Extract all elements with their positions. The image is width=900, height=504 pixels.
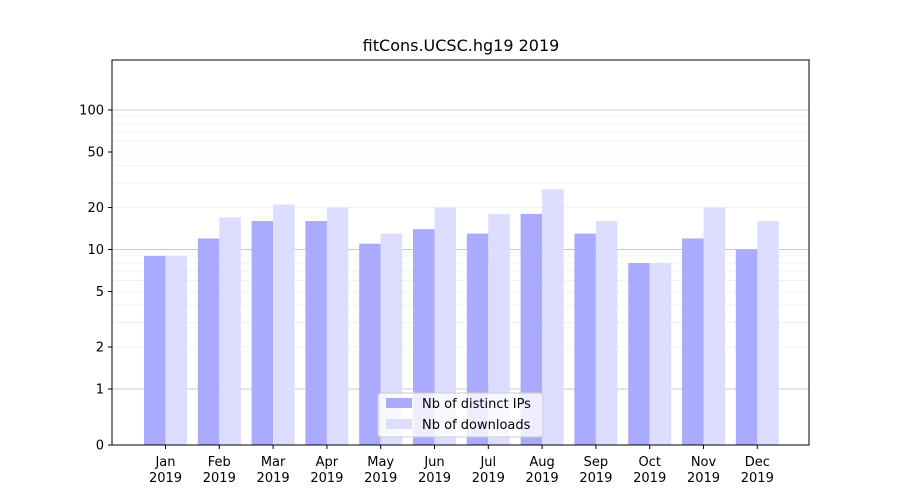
bar-distinct-ips: [466, 233, 489, 445]
x-tick-label-year: 2019: [741, 471, 774, 486]
x-tick-label-year: 2019: [310, 471, 343, 486]
bar-downloads: [219, 217, 241, 445]
x-tick-label-year: 2019: [364, 471, 397, 486]
x-tick-label-year: 2019: [257, 471, 290, 486]
x-tick-label-month: Dec: [745, 455, 770, 470]
chart-title: fitCons.UCSC.hg19 2019: [363, 36, 560, 55]
x-tick-label-year: 2019: [579, 471, 612, 486]
x-tick-label-year: 2019: [687, 471, 720, 486]
legend-swatch-downloads: [386, 419, 412, 429]
y-tick-label: 20: [87, 201, 104, 216]
bar-distinct-ips: [197, 238, 220, 445]
x-tick-label-month: Mar: [261, 455, 286, 470]
bar-distinct-ips: [628, 263, 650, 445]
plot-frame: [111, 59, 810, 446]
bar-distinct-ips: [305, 221, 327, 445]
bar-distinct-ips: [413, 229, 435, 445]
bar-distinct-ips: [735, 249, 758, 445]
bar-distinct-ips: [520, 213, 543, 445]
y-tick-label: 50: [87, 145, 104, 160]
x-tick-label-month: Aug: [529, 455, 554, 470]
bar-distinct-ips: [574, 233, 596, 445]
bar-downloads: [165, 255, 187, 445]
y-tick-label: 100: [79, 104, 104, 119]
bar-downloads: [542, 189, 564, 445]
x-tick-label-month: Nov: [691, 455, 717, 470]
bar-downloads: [434, 207, 456, 445]
x-tick-label-month: Jul: [479, 455, 496, 470]
y-tick-label: 5: [96, 285, 104, 300]
bar-downloads: [380, 233, 403, 445]
y-tick-label: 10: [87, 243, 104, 258]
y-tick-label: 1: [96, 383, 104, 398]
legend-label-downloads: Nb of downloads: [422, 418, 531, 433]
bar-downloads: [326, 207, 349, 445]
y-tick-label: 0: [96, 439, 104, 454]
x-tick-label-month: Jun: [423, 455, 444, 470]
bar-distinct-ips: [682, 238, 704, 445]
bar-downloads: [273, 204, 295, 445]
bar-distinct-ips: [144, 255, 166, 445]
x-tick-label-month: Oct: [638, 455, 660, 470]
x-axis: Jan2019Feb2019Mar2019Apr2019May2019Jun20…: [149, 445, 774, 486]
x-tick-label-month: Apr: [316, 455, 339, 470]
x-tick-label-month: Sep: [584, 455, 609, 470]
bar-downloads: [703, 207, 725, 445]
x-tick-label-month: May: [367, 455, 394, 470]
bar-downloads: [649, 263, 672, 445]
legend-swatch-ips: [386, 398, 412, 408]
x-tick-label-year: 2019: [526, 471, 559, 486]
x-tick-label-year: 2019: [633, 471, 666, 486]
bar-distinct-ips: [359, 243, 381, 445]
bars: [144, 189, 779, 445]
x-tick-label-year: 2019: [472, 471, 505, 486]
x-tick-label-year: 2019: [203, 471, 236, 486]
bar-distinct-ips: [251, 221, 274, 445]
x-tick-label-year: 2019: [418, 471, 451, 486]
x-tick-label-year: 2019: [149, 471, 182, 486]
legend-box: [377, 392, 544, 438]
bar-downloads: [488, 213, 510, 445]
y-axis: 0 1 2 5 10 20 50 100: [79, 104, 112, 454]
legend: Nb of distinct IPs Nb of downloads: [377, 392, 544, 438]
bar-downloads: [595, 221, 618, 445]
y-tick-label: 2: [96, 341, 104, 356]
legend-label-ips: Nb of distinct IPs: [422, 397, 531, 412]
x-tick-label-month: Jan: [154, 455, 175, 470]
x-tick-label-month: Feb: [208, 455, 231, 470]
bar-downloads: [757, 221, 779, 445]
